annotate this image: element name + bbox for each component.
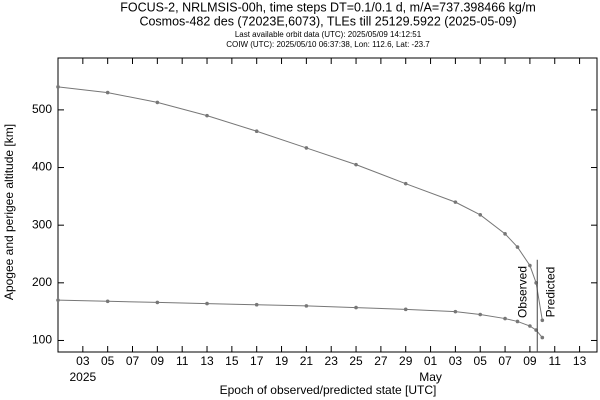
x-tick-label: 05 — [474, 354, 488, 368]
data-point — [453, 200, 458, 204]
data-point — [478, 213, 483, 217]
x-tick-label: 07 — [126, 354, 140, 368]
data-point — [155, 300, 160, 305]
x-tick-label: 25 — [349, 354, 363, 368]
x-tick-label: 23 — [325, 354, 339, 368]
data-point — [105, 90, 110, 95]
x-tick-label: 11 — [176, 354, 189, 368]
x-tick-label: 19 — [275, 354, 289, 368]
x-tick-label: 15 — [225, 354, 239, 368]
note: Last available orbit data (UTC): 2025/05… — [235, 30, 422, 39]
x-tick-label: 09 — [523, 354, 537, 368]
data-point — [515, 245, 520, 249]
x-tick-label: 09 — [151, 354, 165, 368]
annotation: Predicted — [543, 267, 557, 318]
data-point — [503, 316, 507, 321]
x-tick-label: 27 — [374, 354, 388, 368]
x-tick-label: 03 — [76, 354, 90, 368]
x-tick-label: 17 — [250, 354, 264, 368]
data-point — [155, 100, 160, 105]
plot-frame — [57, 57, 598, 353]
data-point — [540, 335, 545, 340]
y-tick-label: 300 — [32, 217, 52, 231]
note: COIW (UTC): 2025/05/10 06:37:38, Lon: 11… — [226, 40, 430, 49]
x-axis-label: Epoch of observed/predicted state [UTC] — [220, 383, 437, 397]
annotation: Observed — [515, 266, 529, 318]
y-tick-label: 500 — [32, 102, 52, 116]
y-tick-label: 100 — [32, 333, 52, 347]
data-point — [205, 301, 209, 306]
data-point — [254, 129, 259, 134]
data-point — [403, 307, 408, 312]
data-point — [254, 302, 259, 307]
data-point — [56, 298, 60, 302]
data-point — [515, 319, 520, 324]
data-point — [205, 113, 209, 118]
data-point — [478, 312, 483, 317]
data-point — [528, 324, 532, 328]
y-tick-label: 200 — [32, 275, 52, 289]
data-point — [453, 309, 458, 314]
data-point — [354, 305, 358, 310]
x-sublabel: May — [419, 370, 442, 384]
x-tick-label: 29 — [399, 354, 413, 368]
data-point — [354, 162, 358, 167]
x-tick-label: 01 — [424, 354, 438, 368]
x-tick-label: 11 — [549, 354, 562, 368]
data-point — [403, 181, 408, 186]
y-tick-label: 400 — [32, 160, 52, 174]
data-point — [503, 232, 507, 236]
chart-title: FOCUS-2, NRLMSIS-00h, time steps DT=0.1/… — [120, 0, 535, 14]
x-tick-label: 21 — [300, 354, 314, 368]
x-tick-label: 13 — [200, 354, 214, 368]
x-sublabel: 2025 — [69, 370, 96, 384]
x-tick-label: 13 — [573, 354, 587, 368]
data-point — [105, 299, 110, 304]
x-tick-label: 03 — [449, 354, 463, 368]
series-line — [57, 86, 543, 321]
data-point — [528, 263, 532, 268]
data-point — [304, 304, 309, 308]
y-axis-label: Apogee and perigee altitude [km] — [2, 124, 16, 300]
data-point — [540, 318, 545, 323]
series-line — [57, 299, 543, 338]
data-point — [56, 85, 60, 89]
chart-subtitle: Cosmos-482 des (72023E,6073), TLEs till … — [139, 14, 516, 28]
data-point — [304, 146, 309, 150]
x-tick-label: 07 — [498, 354, 512, 368]
x-tick-label: 05 — [101, 354, 115, 368]
